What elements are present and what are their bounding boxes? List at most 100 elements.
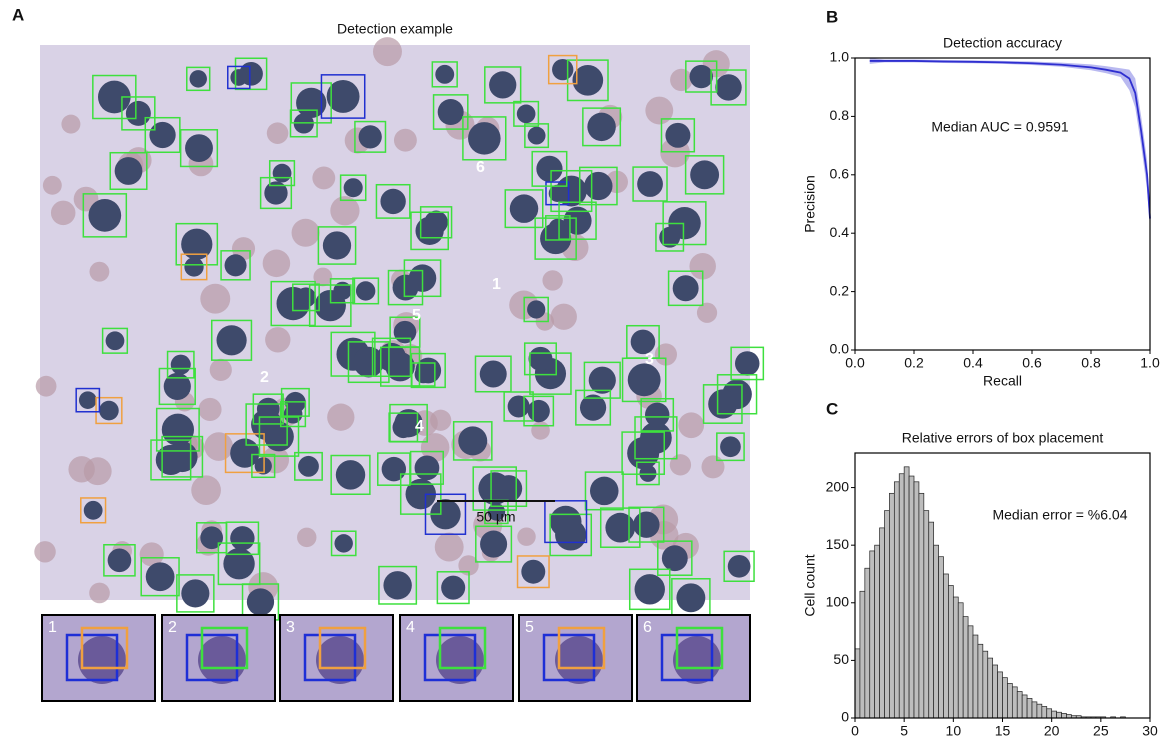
nucleus <box>107 548 132 573</box>
x-tick-label: 0.4 <box>963 355 983 371</box>
pr-curve <box>869 60 1151 219</box>
nucleus <box>88 199 122 232</box>
red-cell <box>373 37 402 67</box>
detection-box <box>225 521 260 556</box>
inset <box>518 614 633 702</box>
red-cell <box>434 532 464 562</box>
nucleus <box>630 329 656 355</box>
red-cell <box>198 397 222 422</box>
nucleus <box>441 575 466 600</box>
inset-cell <box>673 636 721 684</box>
red-cell <box>83 457 112 486</box>
detection-box <box>166 350 195 379</box>
nucleus <box>659 226 681 248</box>
histogram-bar <box>893 481 900 719</box>
red-cell <box>204 432 234 461</box>
detection-box <box>380 346 421 387</box>
histogram-bar <box>1046 708 1053 719</box>
nucleus <box>588 366 616 394</box>
histogram-bar <box>854 648 861 719</box>
histogram-bar <box>1056 711 1062 719</box>
nucleus <box>78 391 97 409</box>
histogram-bar <box>1051 710 1057 719</box>
chart-title: Detection accuracy <box>943 35 1062 51</box>
histogram-bar <box>977 643 984 719</box>
histogram-bar <box>948 585 954 719</box>
nucleus <box>516 104 536 124</box>
marker: 1 <box>492 276 501 293</box>
histogram-bar <box>918 492 925 719</box>
histogram-bar <box>933 544 939 719</box>
histogram-bar <box>928 521 935 719</box>
detection-box <box>549 513 593 557</box>
inset-box <box>80 626 129 670</box>
nucleus <box>715 74 742 101</box>
detection-box <box>227 65 251 90</box>
nucleus <box>264 181 288 205</box>
nucleus <box>83 500 103 520</box>
detection-box <box>431 61 458 88</box>
x-tick-label: 5 <box>900 723 908 737</box>
detection-box <box>523 296 549 323</box>
cell-layer <box>34 37 765 621</box>
histogram-bar <box>1026 698 1033 719</box>
detection-box <box>657 540 693 576</box>
red-cell <box>701 455 725 479</box>
detection-box <box>330 530 357 557</box>
detection-box <box>176 574 215 613</box>
detection-box <box>186 66 211 92</box>
inset-label: 5 <box>525 619 534 636</box>
histogram-bar <box>908 475 915 719</box>
nucleus <box>430 499 461 530</box>
nucleus <box>283 404 303 424</box>
red-cell <box>393 128 417 152</box>
nucleus <box>572 64 604 96</box>
detection-box <box>330 454 371 495</box>
nucleus <box>639 464 657 482</box>
detection-box <box>523 395 555 427</box>
detection-box <box>270 280 316 327</box>
detection-box <box>144 116 181 154</box>
nucleus <box>527 126 546 145</box>
detection-box <box>550 169 593 213</box>
detection-box <box>279 401 307 428</box>
nucleus <box>200 526 224 550</box>
detection-box <box>109 151 148 191</box>
detection-box <box>685 60 718 93</box>
nucleus <box>254 457 272 475</box>
inset-box <box>438 626 487 670</box>
nucleus <box>105 331 125 351</box>
nucleus <box>435 64 455 84</box>
detection-box <box>179 129 219 168</box>
detection-box <box>411 362 436 387</box>
red-cell <box>191 475 221 506</box>
inset-box <box>303 633 357 682</box>
nucleus <box>381 456 407 482</box>
inset-cell <box>436 636 484 684</box>
detection-box <box>245 403 288 446</box>
detection-box <box>475 525 513 563</box>
nucleus <box>358 125 382 149</box>
detection-box <box>484 66 522 104</box>
detection-box <box>710 69 747 106</box>
detection-box <box>513 100 540 127</box>
nucleus <box>333 281 352 300</box>
detection-box <box>95 396 123 425</box>
y-tick-label: 200 <box>826 478 850 494</box>
histogram-bar <box>938 556 944 719</box>
nucleus <box>415 216 444 245</box>
inset-label: 6 <box>643 619 652 636</box>
detection-box <box>354 120 387 153</box>
detection-box <box>503 391 534 422</box>
marker: 6 <box>476 159 485 176</box>
nucleus <box>114 157 143 185</box>
detection-box <box>180 253 208 281</box>
nucleus <box>527 399 550 423</box>
x-tick-label: 0.2 <box>904 355 924 371</box>
nucleus <box>690 160 720 190</box>
red-cell <box>531 421 550 440</box>
histogram-bar <box>1016 691 1023 719</box>
red-cell <box>517 527 536 546</box>
nucleus <box>584 171 613 201</box>
histogram-bar <box>1041 706 1048 719</box>
